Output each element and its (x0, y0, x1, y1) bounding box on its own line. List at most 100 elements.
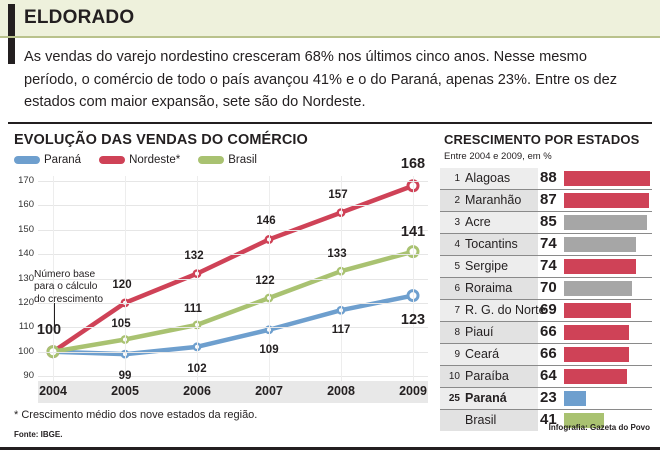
ranking-state-name: Maranhão (465, 193, 522, 207)
chart-gridline (38, 376, 428, 378)
ranking-position: 4 (454, 239, 460, 250)
legend-swatch-brasil (198, 156, 225, 164)
chart-annotation-line: Número base (34, 268, 96, 280)
chart-point-label: 168 (400, 155, 426, 172)
ranking-position: 9 (454, 349, 460, 360)
ranking-row: 10 Paraíba 64 (440, 366, 652, 388)
legend-label-brasil: Brasil (228, 154, 257, 166)
ranking-row-background (440, 256, 538, 277)
ranking-row-background (440, 410, 538, 431)
ranking-row: 5 Sergipe 74 (440, 256, 652, 278)
ranking-state-name: Acre (465, 215, 491, 229)
ranking-value: 87 (540, 191, 557, 208)
page-title: ELDORADO (24, 7, 135, 28)
ranking-bar (564, 215, 648, 230)
ranking-subtitle: Entre 2004 e 2009, em % (444, 151, 552, 162)
ranking-value: 88 (540, 169, 557, 186)
ranking-state-name: Roraima (465, 281, 513, 295)
chart-point-label: 117 (331, 324, 351, 337)
ranking-bar (564, 391, 587, 406)
ranking-row: 1 Alagoas 88 (440, 168, 652, 190)
chart-x-tick-label: 2004 (39, 384, 67, 398)
chart-point-label: 123 (400, 311, 426, 328)
ranking-row: 2 Maranhão 87 (440, 190, 652, 212)
ranking-state-name: Tocantins (465, 237, 518, 251)
chart-legend: Paraná Nordeste* Brasil (14, 154, 257, 166)
legend-label-parana: Paraná (44, 154, 82, 166)
ranking-value: 69 (540, 301, 557, 318)
ranking-value: 66 (540, 345, 557, 362)
chart-point-label: 122 (255, 275, 275, 288)
chart-data-point (336, 208, 346, 218)
ranking-row-background (440, 190, 538, 211)
ranking-row: 8 Piauí 66 (440, 322, 652, 344)
ranking-row: 25 Paraná 23 (440, 388, 652, 410)
header-band (0, 0, 660, 36)
chart-gridline (38, 351, 428, 353)
legend-swatch-parana (14, 156, 40, 164)
legend-swatch-nordeste (99, 156, 126, 164)
ranking-bar (564, 281, 633, 296)
ranking-row: 4 Tocantins 74 (440, 234, 652, 256)
header-accent-bar (8, 4, 15, 64)
chart-gridline (38, 205, 428, 207)
ranking-bar (564, 325, 629, 340)
chart-line-paran (50, 293, 416, 357)
ranking-value: 74 (540, 235, 557, 252)
chart-year-gridline (269, 176, 270, 381)
ranking-row-background (440, 234, 538, 255)
chart-x-tick-label: 2009 (399, 384, 427, 398)
chart-point-label: 111 (184, 302, 202, 315)
ranking-state-name: Piauí (465, 325, 494, 339)
ranking-state-name: Paraná (465, 391, 507, 405)
ranking-row: Brasil 41 (440, 410, 652, 431)
chart-gridline (38, 327, 428, 329)
intro-divider (8, 122, 652, 124)
ranking-position: 10 (448, 371, 460, 382)
chart-annotation: Número base para o cálculo do crescimento (34, 269, 103, 307)
ranking-position: 7 (454, 305, 460, 316)
ranking-row: 7 R. G. do Norte 69 (440, 300, 652, 322)
ranking-row-list: 1 Alagoas 88 2 Maranhão 87 3 Acre 85 4 Tocantins 74… (440, 168, 652, 431)
chart-y-tick-label: 110 (18, 321, 34, 333)
ranking-bar (564, 413, 605, 428)
chart-y-tick-label: 160 (18, 199, 34, 211)
chart-year-gridline (413, 176, 414, 381)
chart-footnote: * Crescimento médio dos nove estados da … (14, 409, 258, 421)
chart-point-label: 157 (328, 188, 348, 201)
chart-point-label: 141 (400, 223, 426, 240)
ranking-row: 3 Acre 85 (440, 212, 652, 234)
ranking-position: 2 (454, 195, 460, 206)
chart-y-tick-label: 120 (18, 296, 34, 308)
ranking-state-name: Alagoas (465, 171, 511, 185)
ranking-position: 8 (454, 327, 460, 338)
chart-x-axis: 2004 2005 2006 2007 2008 2009 (38, 381, 428, 403)
chart-point-label: 109 (259, 343, 279, 356)
chart-annotation-pointer (54, 302, 55, 333)
chart-lines-svg (46, 179, 420, 359)
ranking-value: 85 (540, 213, 557, 230)
chart-gridline (38, 254, 428, 256)
ranking-row-background (440, 300, 538, 321)
ranking-value: 66 (540, 323, 557, 340)
ranking-value: 70 (540, 279, 557, 296)
ranking-row-background (440, 212, 538, 233)
ranking-row: 6 Roraima 70 (440, 278, 652, 300)
ranking-state-name: Paraíba (465, 369, 509, 383)
ranking-value: 23 (540, 389, 557, 406)
ranking-row: 9 Ceará 66 (440, 344, 652, 366)
chart-x-tick-label: 2005 (111, 384, 139, 398)
ranking-position: 3 (454, 217, 460, 228)
chart-year-gridline (53, 176, 54, 381)
bottom-rule (0, 447, 660, 450)
ranking-bar (564, 237, 637, 252)
ranking-row-background (440, 322, 538, 343)
ranking-bar (564, 347, 629, 362)
chart-y-tick-label: 90 (23, 370, 34, 382)
chart-annotation-line: do crescimento (34, 294, 104, 306)
ranking-position: 1 (454, 173, 460, 184)
chart-point-label: 132 (184, 249, 204, 262)
intro-paragraph: As vendas do varejo nordestino cresceram… (24, 49, 618, 111)
ranking-bar (564, 369, 627, 384)
ranking-value: 41 (540, 411, 557, 428)
